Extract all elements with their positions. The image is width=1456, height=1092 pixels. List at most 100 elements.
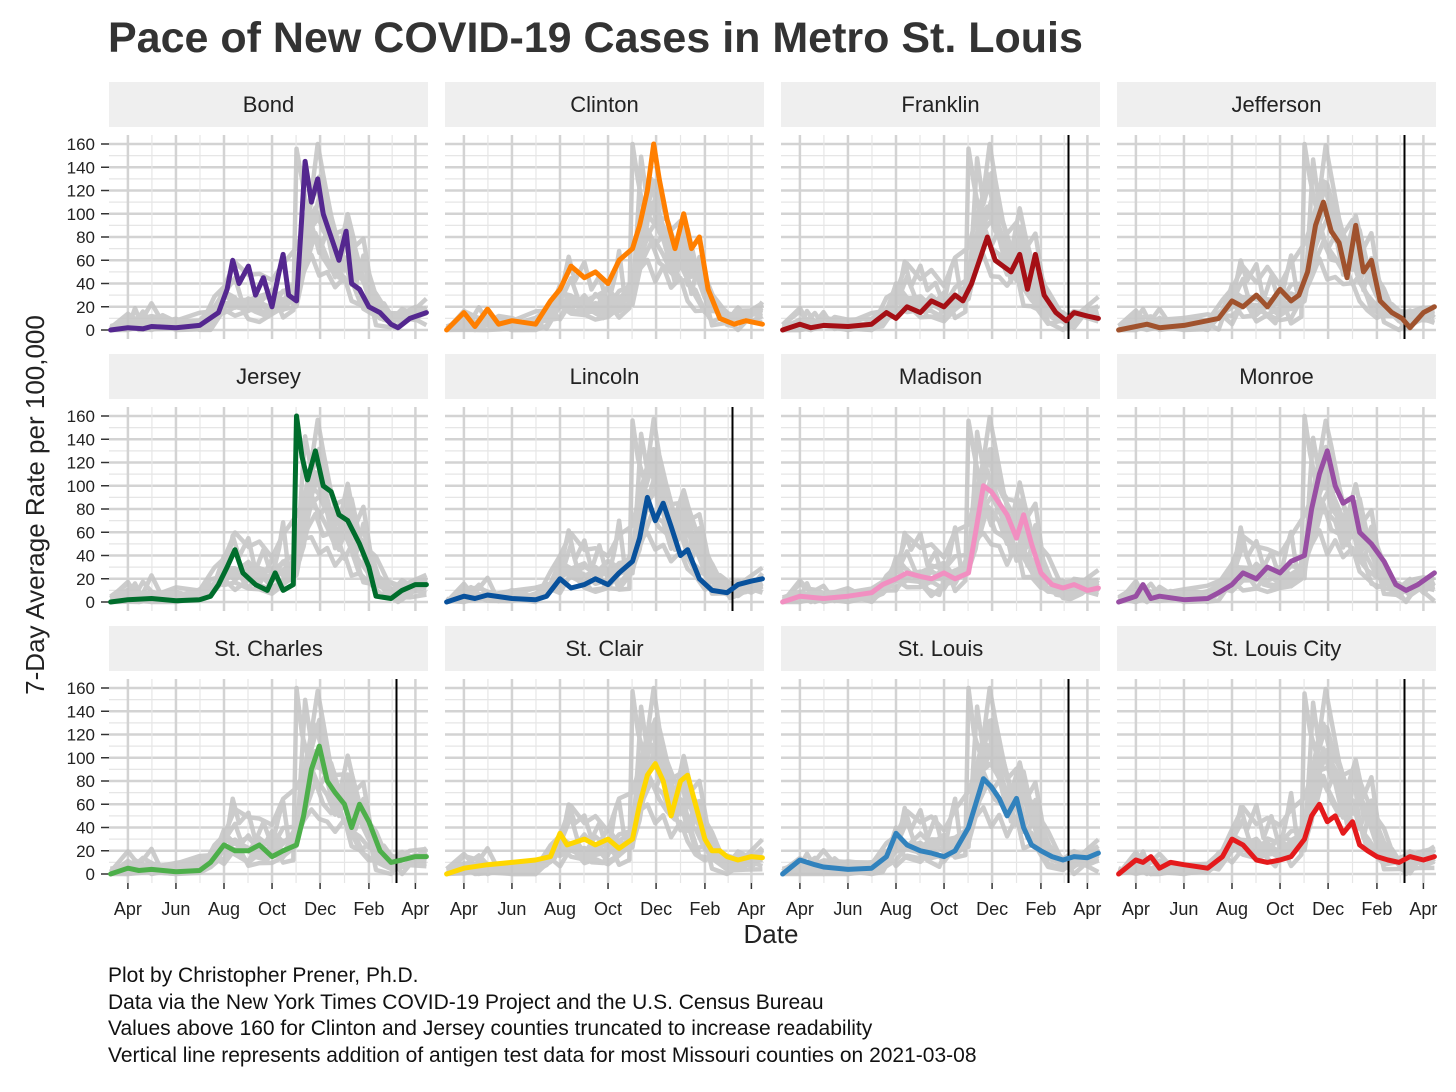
y-tick-label: 60 [76, 795, 95, 814]
y-tick-label: 100 [67, 205, 95, 224]
y-tick-label: 100 [67, 749, 95, 768]
x-tick-label: Apr [114, 899, 142, 919]
y-tick-label: 160 [67, 679, 95, 698]
x-tick-label: Dec [1312, 899, 1344, 919]
y-tick-label: 60 [76, 523, 95, 542]
facet-panel: Jersey 0 20 40 60 80 100 120 140 160 [67, 354, 429, 612]
y-tick-label: 100 [67, 477, 95, 496]
facet-panel: Madison [780, 354, 1101, 611]
y-tick-label: 0 [86, 593, 95, 612]
series-line [108, 413, 429, 605]
facet-panel: St. Louis City Apr Jun Aug Oct Dec Feb Apr [1116, 626, 1437, 919]
x-tick-label: Jun [161, 899, 190, 919]
y-tick-label: 120 [67, 454, 95, 473]
x-tick-label: Jun [1169, 899, 1198, 919]
caption-line: Values above 160 for Clinton and Jersey … [108, 1017, 873, 1040]
y-tick-label: 140 [67, 430, 95, 449]
x-tick-label: Oct [930, 899, 958, 919]
y-tick-label: 160 [67, 135, 95, 154]
chart-title: Pace of New COVID-19 Cases in Metro St. … [108, 14, 1083, 62]
facet-label: St. Charles [214, 636, 323, 661]
x-tick-label: Feb [1025, 899, 1056, 919]
series-line [444, 141, 765, 333]
y-tick-label: 120 [67, 726, 95, 745]
series-line [1116, 448, 1437, 605]
caption-line: Plot by Christopher Prener, Ph.D. [108, 964, 419, 987]
caption: Plot by Christopher Prener, Ph.D. Data v… [108, 963, 977, 1069]
facet-strip [445, 82, 764, 127]
facet-label: St. Louis [898, 636, 984, 661]
facet-strip [109, 626, 428, 671]
x-tick-label: Apr [1073, 899, 1101, 919]
series-line [780, 483, 1101, 605]
y-tick-label: 20 [76, 842, 95, 861]
facet-panel: St. Louis Apr Jun Aug Oct Dec Feb Apr [780, 626, 1101, 919]
x-tick-label: Oct [258, 899, 286, 919]
facet-panel: St. Clair Apr Jun Aug Oct Dec Feb Apr [444, 626, 765, 919]
facet-strip [1117, 626, 1436, 671]
x-tick-label: Apr [1409, 899, 1437, 919]
facet-strip [109, 82, 428, 127]
x-tick-label: Feb [689, 899, 720, 919]
x-tick-label: Jun [833, 899, 862, 919]
x-tick-label: Aug [1216, 899, 1248, 919]
x-tick-label: Dec [640, 899, 672, 919]
x-tick-label: Aug [544, 899, 576, 919]
facet-label: Franklin [901, 92, 979, 117]
facet-grid: Bond 0 20 40 60 80 100 120 140 160 Clinton Franklin… [67, 82, 1437, 919]
x-tick-label: Apr [786, 899, 814, 919]
facet-strip [781, 354, 1100, 399]
facet-strip [781, 82, 1100, 127]
facet-label: Clinton [570, 92, 638, 117]
facet-label: Monroe [1239, 364, 1314, 389]
facet-panel: Lincoln [444, 354, 765, 611]
background-series-line [1117, 779, 1436, 875]
x-axis-label: Date [744, 919, 799, 949]
series-line [780, 776, 1101, 877]
facet-panel: Clinton [444, 82, 765, 339]
facet-strip [1117, 82, 1436, 127]
facet-strip [781, 626, 1100, 671]
x-tick-label: Oct [594, 899, 622, 919]
facet-label: Lincoln [570, 364, 640, 389]
facet-panel: Franklin [780, 82, 1101, 339]
y-tick-label: 40 [76, 275, 95, 294]
x-tick-label: Dec [304, 899, 336, 919]
x-tick-label: Aug [208, 899, 240, 919]
y-tick-label: 80 [76, 228, 95, 247]
y-tick-label: 80 [76, 500, 95, 519]
background-series-line [1117, 528, 1436, 600]
y-tick-label: 0 [86, 321, 95, 340]
x-tick-label: Feb [1361, 899, 1392, 919]
facet-panel: Jefferson [1116, 82, 1437, 339]
facet-strip [1117, 354, 1436, 399]
series-line [780, 234, 1101, 333]
x-tick-label: Oct [1266, 899, 1294, 919]
caption-line: Data via the New York Times COVID-19 Pro… [108, 990, 824, 1014]
series-line [108, 158, 429, 333]
facet-panel: Bond 0 20 40 60 80 100 120 140 160 [67, 82, 429, 340]
y-tick-label: 40 [76, 547, 95, 566]
x-tick-label: Feb [353, 899, 384, 919]
y-tick-label: 80 [76, 772, 95, 791]
facet-label: Madison [899, 364, 982, 389]
x-tick-label: Apr [450, 899, 478, 919]
y-tick-label: 20 [76, 298, 95, 317]
series-line [1116, 199, 1437, 333]
y-tick-label: 20 [76, 570, 95, 589]
facet-label: St. Louis City [1212, 636, 1342, 661]
facet-label: St. Clair [565, 636, 643, 661]
background-series-line [109, 252, 429, 332]
y-tick-label: 140 [67, 158, 95, 177]
caption-line: Vertical line represents addition of ant… [108, 1043, 977, 1067]
x-tick-label: Apr [737, 899, 765, 919]
y-tick-label: 160 [67, 407, 95, 426]
facet-panel: St. Charles 0 20 40 60 80 100 120 140 160 Apr Jun Au… [67, 626, 429, 919]
y-tick-label: 120 [67, 182, 95, 201]
background-series [444, 416, 765, 605]
x-tick-label: Apr [1122, 899, 1150, 919]
facet-label: Jersey [236, 364, 301, 389]
background-series [109, 417, 428, 605]
x-tick-label: Jun [497, 899, 526, 919]
